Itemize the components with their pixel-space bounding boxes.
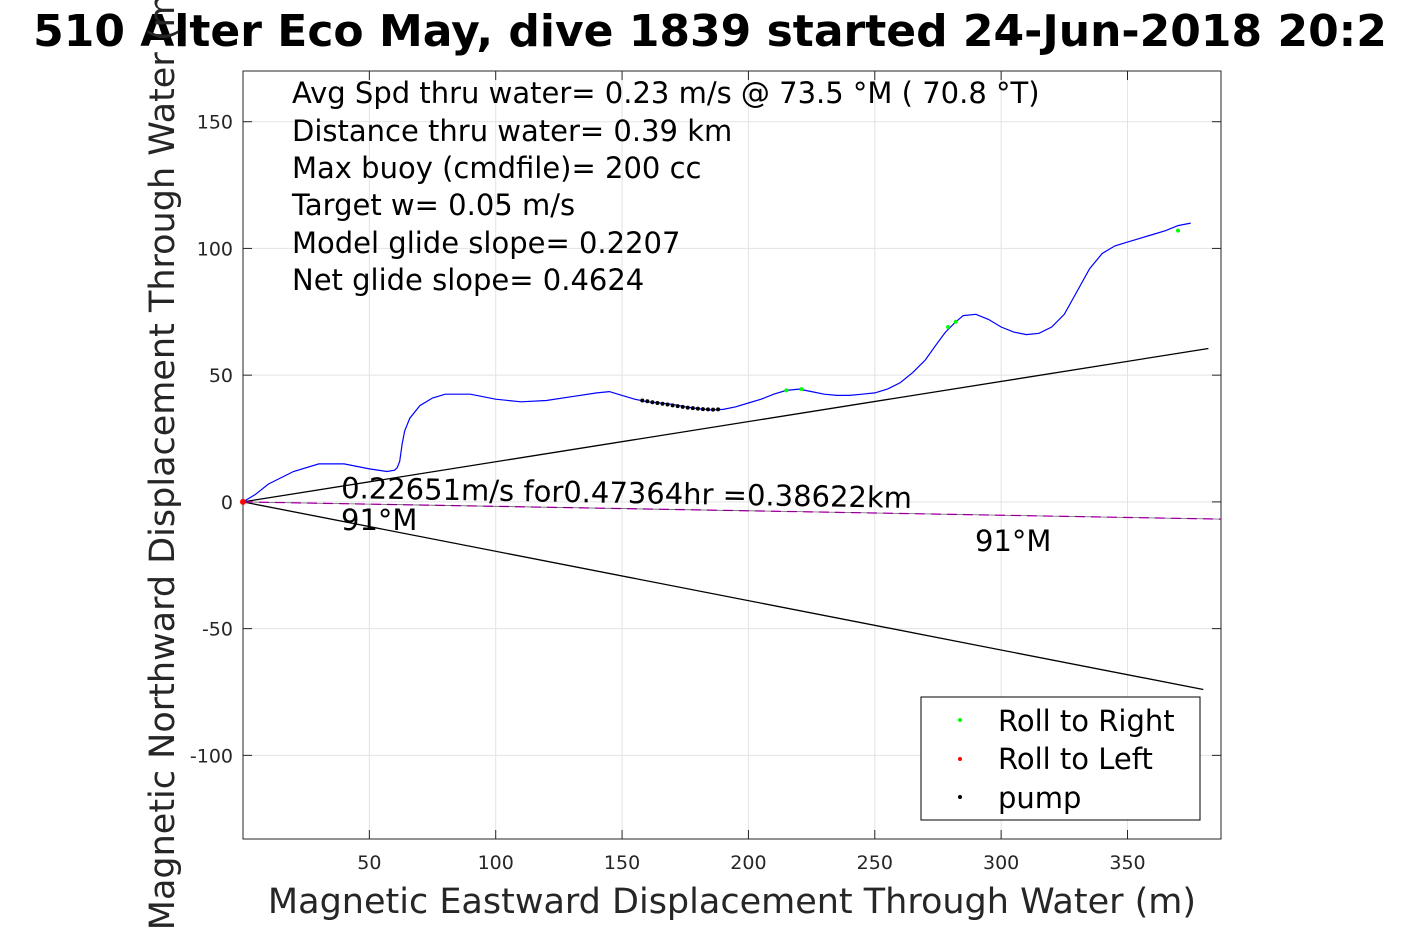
grid xyxy=(243,71,1221,839)
pump-point xyxy=(700,407,705,412)
pump-point xyxy=(680,404,685,409)
stats-line-max-buoy: Max buoy (cmdfile)= 200 cc xyxy=(292,151,701,185)
axis-ticks: 50 100 150 200 250 300 350 -100 -50 0 50 100 150 xyxy=(190,71,1221,874)
y-axis-label: Magnetic Northward Displacement Through … xyxy=(143,0,183,930)
legend-marker-pump xyxy=(958,795,962,799)
stats-text-box: Avg Spd thru water= 0.23 m/s @ 73.5 °M (… xyxy=(291,76,1040,297)
x-tick-label: 200 xyxy=(730,852,766,874)
x-tick-label: 100 xyxy=(478,852,514,874)
y-tick-label: -50 xyxy=(202,619,233,641)
legend-label-pump: pump xyxy=(998,781,1081,815)
y-tick-label: 100 xyxy=(197,238,233,260)
pump-point xyxy=(705,407,710,412)
pump-point xyxy=(690,406,695,411)
legend-label-roll-left: Roll to Left xyxy=(998,742,1153,776)
pump-point xyxy=(660,401,665,406)
y-tick-label: 0 xyxy=(221,492,233,514)
legend-marker-roll-left xyxy=(958,757,962,761)
pump-point xyxy=(650,400,655,405)
pump-point xyxy=(711,407,716,412)
x-tick-label: 150 xyxy=(604,852,640,874)
roll-right-point xyxy=(784,388,789,393)
pump-point xyxy=(665,402,670,407)
pump-point xyxy=(640,398,645,403)
x-tick-label: 350 xyxy=(1109,852,1145,874)
y-tick-label: -100 xyxy=(190,745,233,767)
legend-box xyxy=(920,696,1201,821)
heading-label-start: 91°M xyxy=(341,503,417,537)
heading-line-underlay xyxy=(242,501,1222,520)
stats-line-net-glide: Net glide slope= 0.4624 xyxy=(292,263,644,297)
stats-line-distance: Distance thru water= 0.39 km xyxy=(292,114,732,148)
x-tick-label: 50 xyxy=(357,852,381,874)
legend-marker-roll-right xyxy=(958,718,962,722)
chart-title: 510 Alter Eco May, dive 1839 started 24-… xyxy=(33,6,1387,57)
stats-line-model-glide: Model glide slope= 0.2207 xyxy=(292,226,680,260)
upper-slope-line xyxy=(242,347,1209,503)
speed-annotation: 0.22651m/s for0.47364hr =0.38622km xyxy=(341,471,912,515)
y-tick-label: 50 xyxy=(209,365,233,387)
x-axis-label: Magnetic Eastward Displacement Through W… xyxy=(268,882,1196,922)
data-series xyxy=(240,222,1222,691)
stats-line-target-w: Target w= 0.05 m/s xyxy=(291,188,575,222)
x-tick-label: 250 xyxy=(857,852,893,874)
x-tick-label: 300 xyxy=(983,852,1019,874)
roll-right-point xyxy=(953,319,958,324)
pump-point xyxy=(685,405,690,410)
roll-right-point xyxy=(799,387,804,392)
pump-point xyxy=(675,404,680,409)
roll-right-point xyxy=(1176,228,1181,233)
plot-area-border xyxy=(242,70,1222,840)
roll-left-point xyxy=(240,498,246,505)
legend: Roll to Right Roll to Left pump xyxy=(920,696,1201,821)
legend-label-roll-right: Roll to Right xyxy=(998,704,1175,738)
pump-point xyxy=(716,407,721,412)
y-tick-label: 150 xyxy=(197,112,233,134)
track-line xyxy=(242,222,1191,503)
roll-right-point xyxy=(946,325,951,329)
pump-point xyxy=(645,399,650,404)
pump-point xyxy=(670,403,675,408)
heading-label-end: 91°M xyxy=(975,524,1051,558)
stats-line-avg-speed: Avg Spd thru water= 0.23 m/s @ 73.5 °M (… xyxy=(292,76,1040,110)
lower-slope-line xyxy=(242,501,1204,691)
pump-point xyxy=(695,406,700,411)
pump-point xyxy=(655,401,660,406)
